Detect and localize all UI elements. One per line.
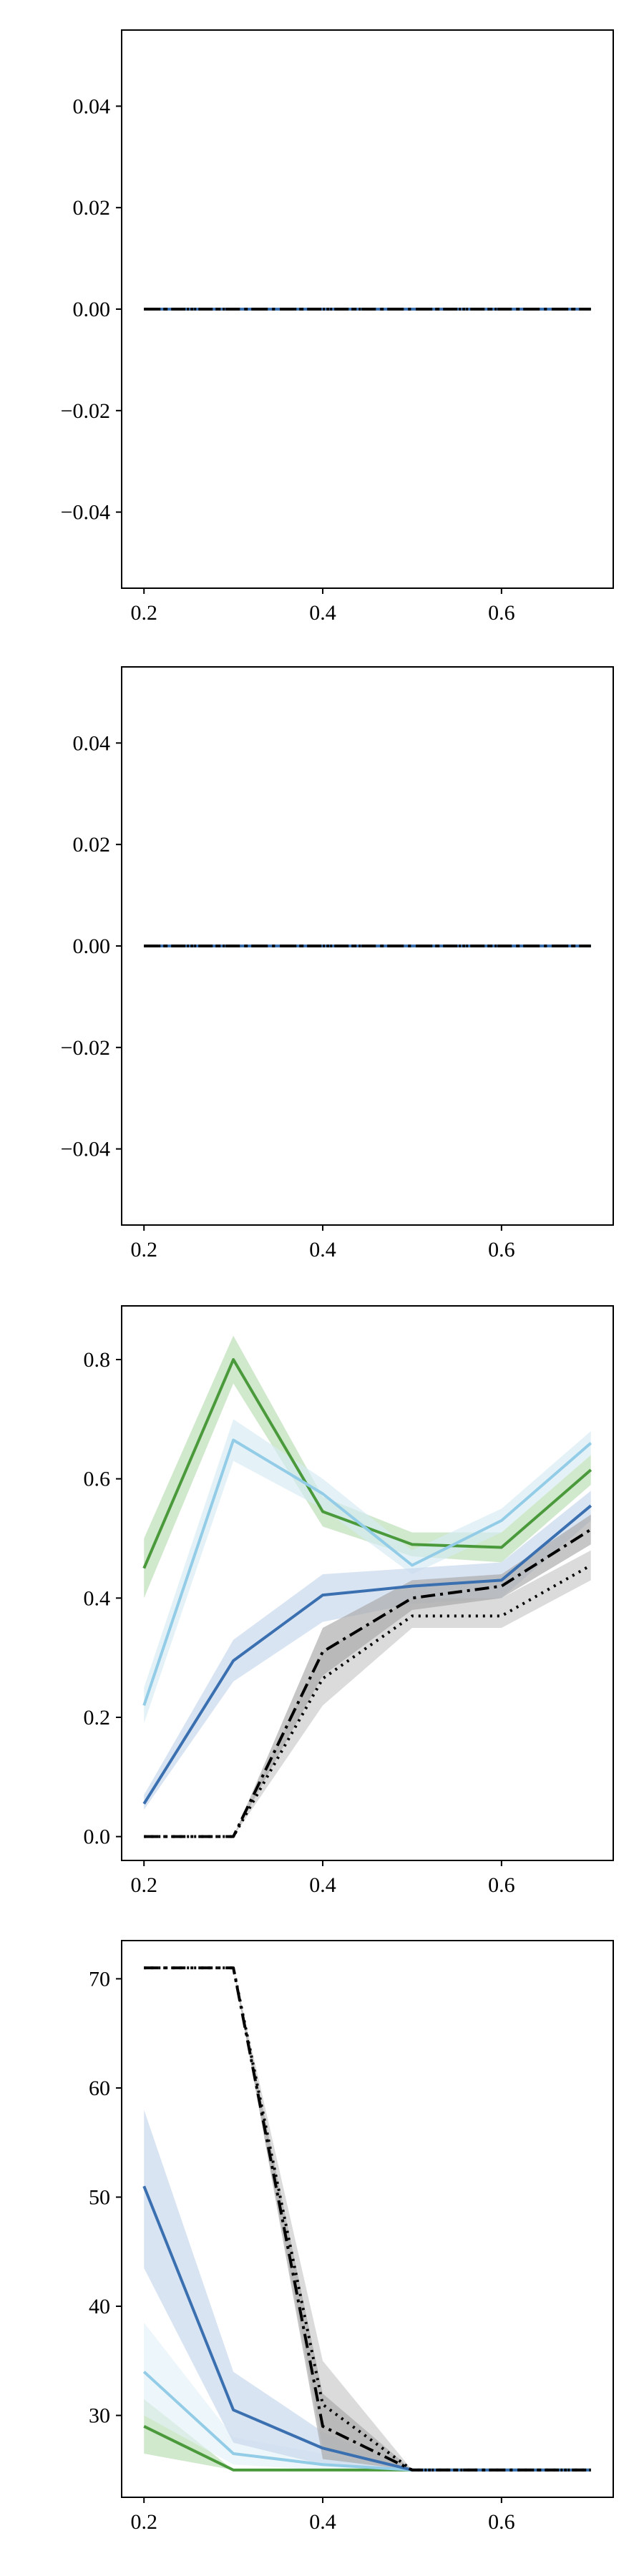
y-tick-label: 0.4 [84, 1586, 111, 1610]
y-tick-label: 40 [89, 2295, 110, 2318]
y-tick-label: 0.2 [84, 1706, 111, 1729]
x-tick-label: 0.2 [130, 1873, 157, 1897]
y-tick-label: 70 [89, 1967, 110, 1991]
x-tick-label: 0.6 [488, 1238, 515, 1262]
y-tick-label: 0.6 [84, 1468, 111, 1491]
series-5-band [144, 1514, 591, 1837]
x-tick-label: 0.6 [488, 2510, 515, 2534]
y-tick-label: 0.02 [73, 196, 111, 220]
x-tick-label: 0.2 [130, 1238, 157, 1262]
series-4-band [144, 1550, 591, 1837]
y-tick-label: 0.04 [73, 731, 111, 755]
series-5-line [144, 1966, 591, 2472]
y-tick-label: −0.02 [61, 399, 110, 423]
series-1-band [144, 1335, 591, 1599]
plot-area [142, 1966, 591, 2472]
y-tick-label: 30 [89, 2404, 110, 2428]
y-tick-label: 0.00 [73, 298, 111, 321]
axes-frame [121, 1305, 614, 1861]
chart-panel-3: 0.2 0.4 0.6 0.0 0.2 0.4 0.6 0.8 [84, 1305, 614, 1897]
x-tick-label: 0.4 [309, 2510, 336, 2534]
y-tick-label: 0.0 [84, 1825, 111, 1849]
x-tick-label: 0.4 [309, 601, 336, 625]
x-tick-label: 0.4 [309, 1873, 336, 1897]
series-3-line [142, 2185, 591, 2472]
y-tick-label: 0.02 [73, 833, 111, 857]
axes-frame [121, 1940, 614, 2498]
y-tick-label: −0.02 [61, 1036, 110, 1060]
series-3-line [142, 1504, 592, 1805]
y-tick-label: 0.04 [73, 94, 111, 118]
series-5-line [144, 1528, 592, 1838]
y-tick-label: 0.00 [73, 935, 111, 958]
chart-panel-1: 0.2 0.4 0.6 −0.04 −0.02 0.00 0.02 0.04 [61, 29, 614, 625]
series-3-band [144, 1491, 591, 1810]
plot-area [142, 1335, 592, 1838]
x-tick-label: 0.2 [130, 601, 157, 625]
y-tick-label: 50 [89, 2185, 110, 2209]
y-tick-label: 0.8 [84, 1348, 111, 1372]
x-tick-label: 0.6 [488, 1873, 515, 1897]
y-tick-label: 60 [89, 2077, 110, 2100]
chart-panel-2: 0.2 0.4 0.6 −0.04 −0.02 0.00 0.02 0.04 [61, 666, 614, 1262]
chart-panel-4: 0.2 0.4 0.6 30 40 50 60 70 [89, 1940, 614, 2534]
y-tick-label: −0.04 [61, 1138, 110, 1161]
x-tick-label: 0.2 [130, 2510, 157, 2534]
x-tick-label: 0.6 [488, 601, 515, 625]
y-tick-label: −0.04 [61, 501, 110, 525]
x-tick-label: 0.4 [309, 1238, 336, 1262]
series-2-line [142, 1438, 592, 1706]
